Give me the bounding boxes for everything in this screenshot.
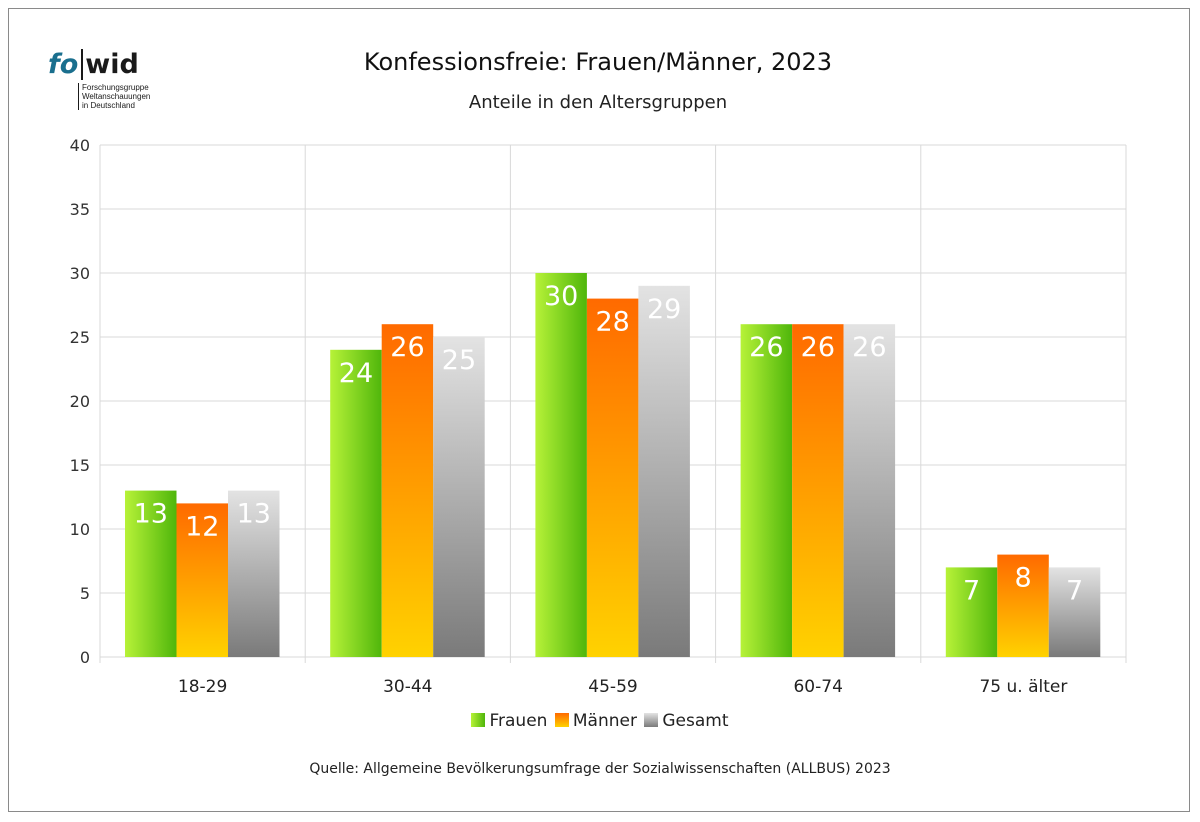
- x-tick-label: 30-44: [383, 677, 432, 697]
- data-label-gesamt: 29: [647, 294, 681, 325]
- legend: Frauen Männer Gesamt: [0, 711, 1200, 731]
- x-tick-label: 75 u. älter: [979, 677, 1067, 697]
- logo-mark: fo wid: [48, 49, 178, 80]
- y-tick-label: 0: [80, 648, 90, 667]
- source-note: Quelle: Allgemeine Bevölkerungsumfrage d…: [309, 761, 891, 777]
- chart-subtitle: Anteile in den Altersgruppen: [468, 92, 728, 113]
- bar-maenner: [997, 554, 1049, 657]
- x-tick-label: 18-29: [178, 677, 227, 697]
- bar-maenner: [381, 324, 434, 657]
- bar-gesamt: [1048, 567, 1101, 657]
- y-tick-label: 15: [70, 456, 90, 475]
- bar-gesamt: [228, 490, 280, 657]
- logo-subtitle-line: Weltanschauungen: [82, 92, 151, 101]
- y-tick-label: 40: [70, 136, 90, 155]
- x-tick-label: 60-74: [793, 677, 842, 697]
- legend-label-frauen: Frauen: [489, 711, 548, 731]
- y-tick-label: 10: [70, 520, 90, 539]
- logo-subtitle: Forschungsgruppe Weltanschauungen in Deu…: [78, 83, 192, 110]
- logo-mark-fo: fo: [48, 49, 79, 80]
- data-label-maenner: 28: [595, 307, 629, 338]
- data-label-frauen: 13: [134, 499, 168, 530]
- legend-label-maenner: Männer: [572, 711, 637, 731]
- bar-maenner: [176, 503, 228, 657]
- legend-label-gesamt: Gesamt: [662, 711, 729, 731]
- data-label-maenner: 12: [185, 511, 219, 542]
- legend-item-maenner: Männer: [554, 711, 637, 731]
- legend-item-gesamt: Gesamt: [644, 711, 729, 731]
- data-label-frauen: 26: [749, 332, 783, 363]
- bar-frauen: [535, 273, 587, 657]
- bar-frauen: [125, 490, 177, 657]
- data-label-gesamt: 13: [237, 499, 271, 530]
- legend-swatch-maenner: [554, 713, 569, 727]
- bar-gesamt: [638, 285, 690, 657]
- legend-swatch-gesamt: [644, 713, 659, 727]
- data-label-gesamt: 7: [1066, 575, 1083, 606]
- logo-subtitle-line: Forschungsgruppe: [82, 83, 149, 92]
- y-tick-label: 20: [70, 392, 90, 411]
- data-label-gesamt: 25: [442, 345, 476, 376]
- bar-frauen: [945, 567, 998, 657]
- chart-title: Konfessionsfreie: Frauen/Männer, 2023: [363, 48, 833, 76]
- data-label-frauen: 24: [339, 358, 373, 389]
- x-tick-label: 45-59: [588, 677, 637, 697]
- data-label-frauen: 30: [544, 281, 578, 312]
- legend-swatch-frauen: [471, 713, 486, 727]
- bar-gesamt: [843, 324, 896, 657]
- data-label-maenner: 8: [1014, 563, 1031, 594]
- y-tick-label: 35: [70, 200, 90, 219]
- bar-maenner: [792, 324, 844, 657]
- bar-frauen: [740, 324, 793, 657]
- y-tick-label: 25: [70, 328, 90, 347]
- data-label-maenner: 26: [390, 332, 424, 363]
- y-tick-label: 30: [70, 264, 90, 283]
- bar-maenner: [586, 298, 639, 657]
- logo-subtitle-line: in Deutschland: [82, 101, 135, 110]
- legend-item-frauen: Frauen: [471, 711, 547, 731]
- data-label-maenner: 26: [801, 332, 835, 363]
- logo-mark-wid: wid: [81, 49, 139, 80]
- bar-gesamt: [433, 337, 485, 657]
- bar-frauen: [330, 349, 382, 657]
- y-tick-label: 5: [80, 584, 90, 603]
- data-label-frauen: 7: [963, 575, 980, 606]
- fowid-logo: fo wid Forschungsgruppe Weltanschauungen …: [48, 49, 178, 120]
- data-label-gesamt: 26: [852, 332, 886, 363]
